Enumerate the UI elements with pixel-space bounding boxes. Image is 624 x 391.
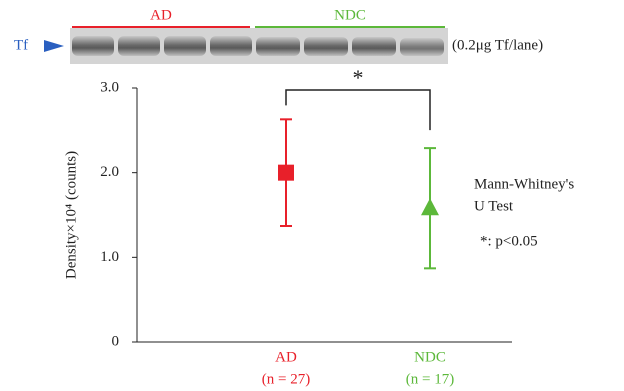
y-tick-label: 3.0 [100, 79, 119, 95]
marker [421, 198, 439, 215]
marker [278, 165, 294, 181]
y-tick-label: 2.0 [100, 164, 119, 180]
y-axis-label: Density×10⁴ (counts) [63, 151, 79, 279]
blot-note: (0.2μg Tf/lane) [452, 37, 543, 53]
chart: AD NDC Tf (0.2μg Tf/lane) Density×10⁴ (c… [0, 0, 624, 391]
y-tick-label: 1.0 [100, 249, 119, 265]
significance-bracket [286, 90, 430, 130]
x-tick-label: AD [275, 349, 297, 365]
y-tick-label: 0 [112, 333, 120, 349]
x-tick-label: NDC [414, 349, 446, 365]
annotation: U Test [474, 198, 514, 214]
blot-group-label: NDC [334, 7, 366, 23]
blot [44, 27, 448, 64]
annotation: *: p<0.05 [480, 233, 538, 249]
sample-size: (n = 27) [262, 371, 310, 387]
annotation: Mann-Whitney's [474, 176, 574, 192]
blot-group-label: AD [150, 7, 172, 23]
blot-label: Tf [14, 37, 28, 53]
sample-size: (n = 17) [406, 371, 454, 387]
significance-mark: * [353, 65, 364, 90]
